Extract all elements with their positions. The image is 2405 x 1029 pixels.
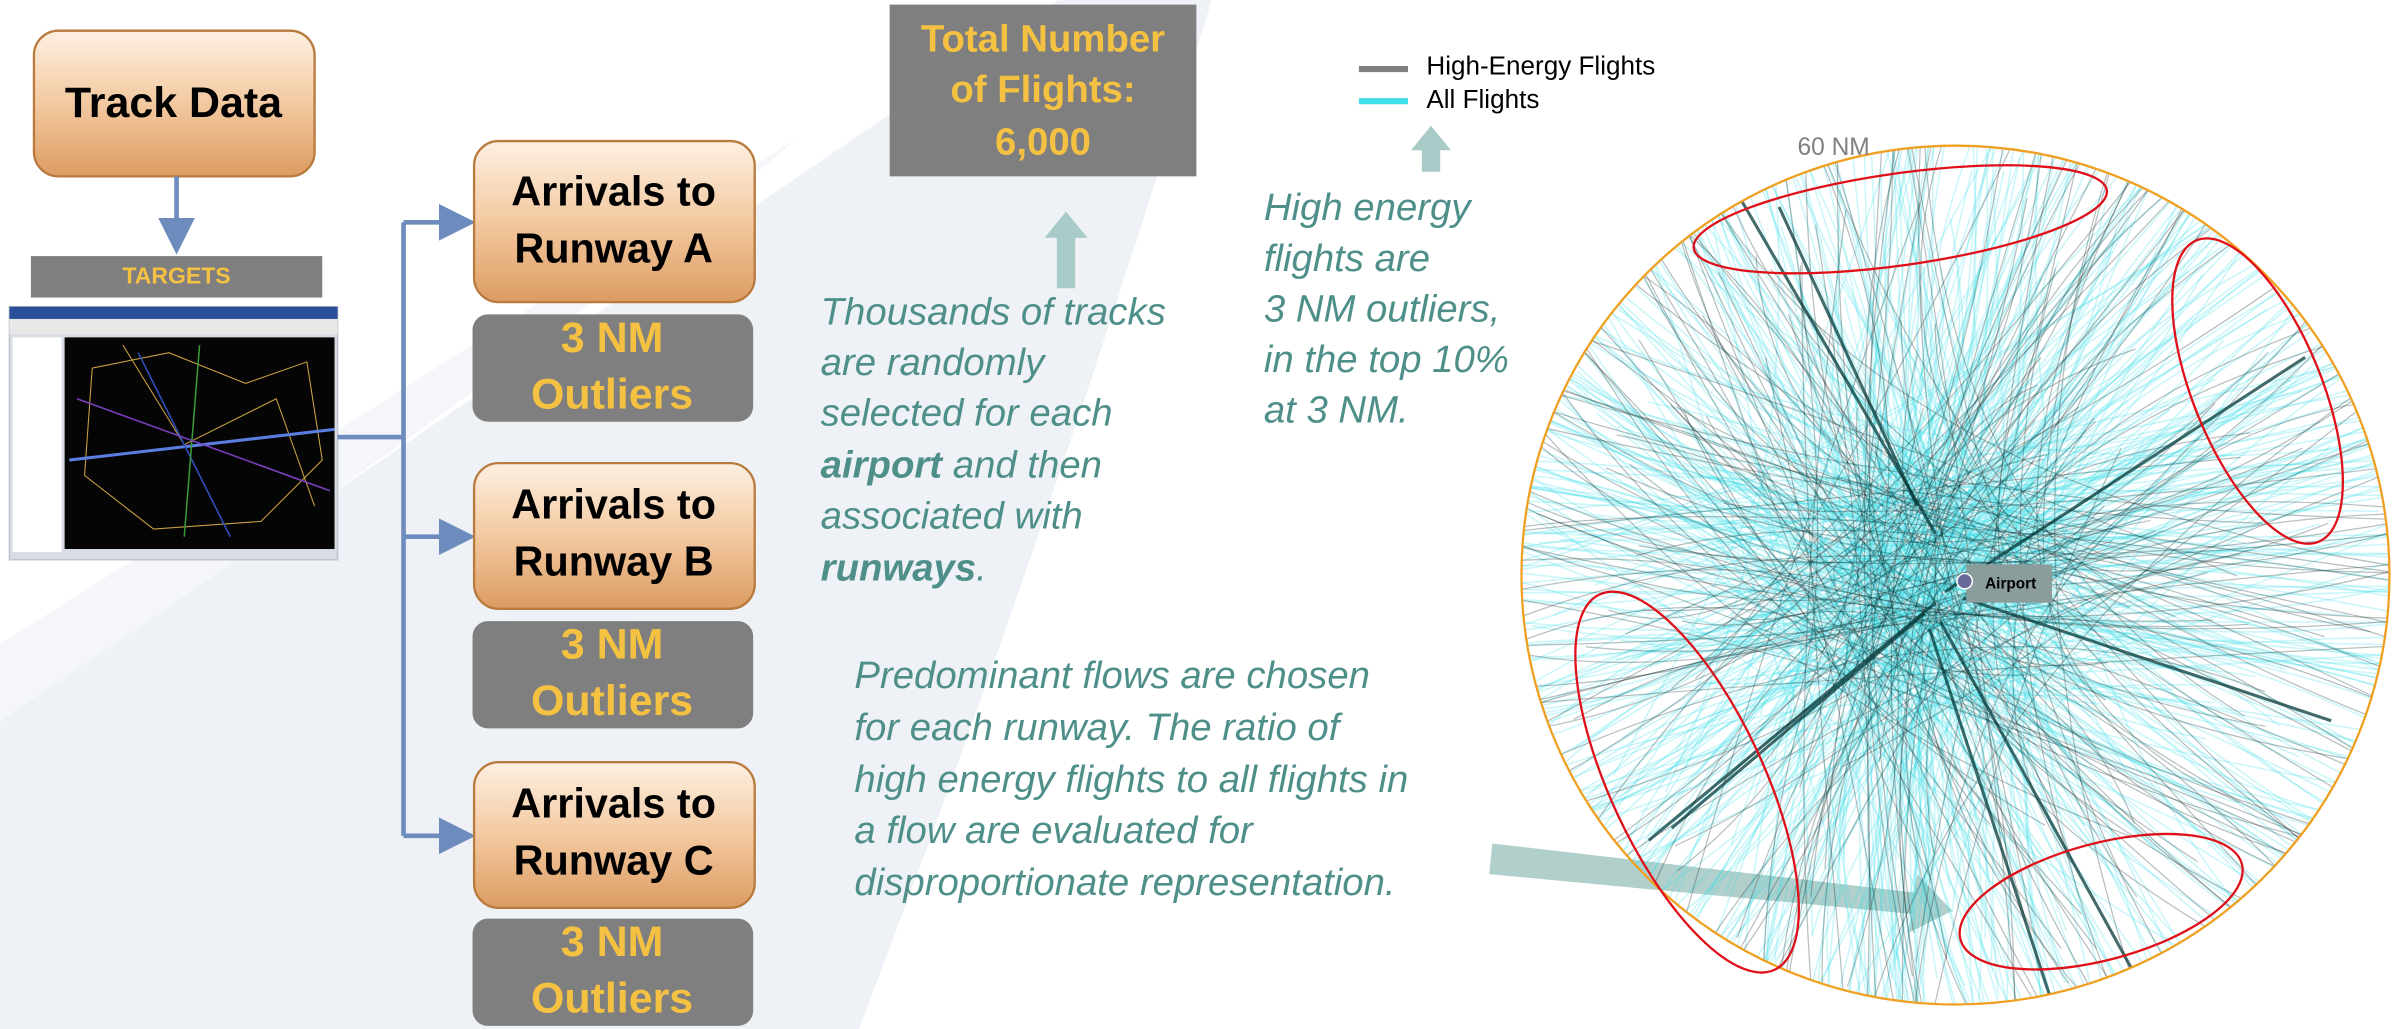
diagram: Track Data TARGETS Arrivals to Runway A …	[0, 0, 2405, 1029]
airport-label: Airport	[1985, 575, 2036, 592]
total-flights-text: Total Number	[921, 18, 1165, 61]
note-line: Thousands of tracks	[821, 290, 1166, 333]
page: { "track_data": {"title": "Track Data", …	[0, 0, 2405, 1029]
note-line: for each runway. The ratio of	[854, 706, 1342, 749]
high-energy-note: High energy flights are 3 NM outliers, i…	[1264, 186, 1509, 431]
total-flights-text: 6,000	[995, 120, 1091, 163]
note-line: Predominant flows are chosen	[854, 654, 1370, 697]
note-emphasis: airport	[821, 444, 945, 487]
runway-c: Arrivals to Runway C 3 NM Outliers	[473, 762, 755, 1026]
note-line: disproportionate representation.	[854, 861, 1395, 904]
runway-label: Arrivals to	[511, 482, 716, 528]
runway-a: Arrivals to Runway A 3 NM Outliers	[473, 141, 755, 422]
runway-label: Runway B	[514, 538, 714, 584]
total-flights-text: of Flights:	[950, 68, 1135, 111]
runway-label: Arrivals to	[511, 781, 716, 827]
note-text: .	[976, 547, 987, 590]
note-line: associated with	[821, 494, 1083, 537]
outliers-label: Outliers	[531, 975, 693, 1023]
track-data-title: Track Data	[65, 79, 283, 127]
legend-label: All Flights	[1426, 84, 1539, 114]
targets-label: TARGETS	[122, 263, 230, 289]
note-line: flights are	[1264, 237, 1430, 280]
note-line: a flow are evaluated for	[854, 809, 1255, 852]
outliers-label: 3 NM	[561, 314, 664, 362]
note-line: runways.	[821, 547, 987, 590]
note-line: high energy flights to all flights in	[854, 758, 1408, 801]
runway-label: Runway C	[514, 837, 714, 883]
outliers-label: 3 NM	[561, 620, 664, 668]
note-line: High energy	[1264, 186, 1474, 229]
range-label: 60 NM	[1798, 134, 1870, 161]
arrow	[1411, 126, 1451, 172]
outliers-label: 3 NM	[561, 918, 664, 966]
runway-box	[474, 141, 755, 302]
runway-label: Runway A	[514, 225, 713, 271]
legend-label: High-Energy Flights	[1426, 50, 1655, 80]
flows-note: Predominant flows are chosen for each ru…	[854, 654, 1408, 904]
note-line: selected for each	[821, 392, 1113, 435]
note-line: 3 NM outliers,	[1264, 287, 1500, 330]
targets-screenshot	[9, 307, 337, 560]
runway-label: Arrivals to	[511, 169, 716, 215]
note-line: in the top 10%	[1264, 338, 1509, 381]
runway-b: Arrivals to Runway B 3 NM Outliers	[473, 463, 755, 728]
note-text: and then	[953, 444, 1102, 487]
note-line: are randomly	[821, 341, 1048, 384]
airport-marker	[1957, 574, 1972, 589]
outliers-label: Outliers	[531, 677, 693, 725]
note-emphasis: runways	[821, 547, 977, 590]
outliers-label: Outliers	[531, 371, 693, 419]
note-line: at 3 NM.	[1264, 389, 1409, 432]
